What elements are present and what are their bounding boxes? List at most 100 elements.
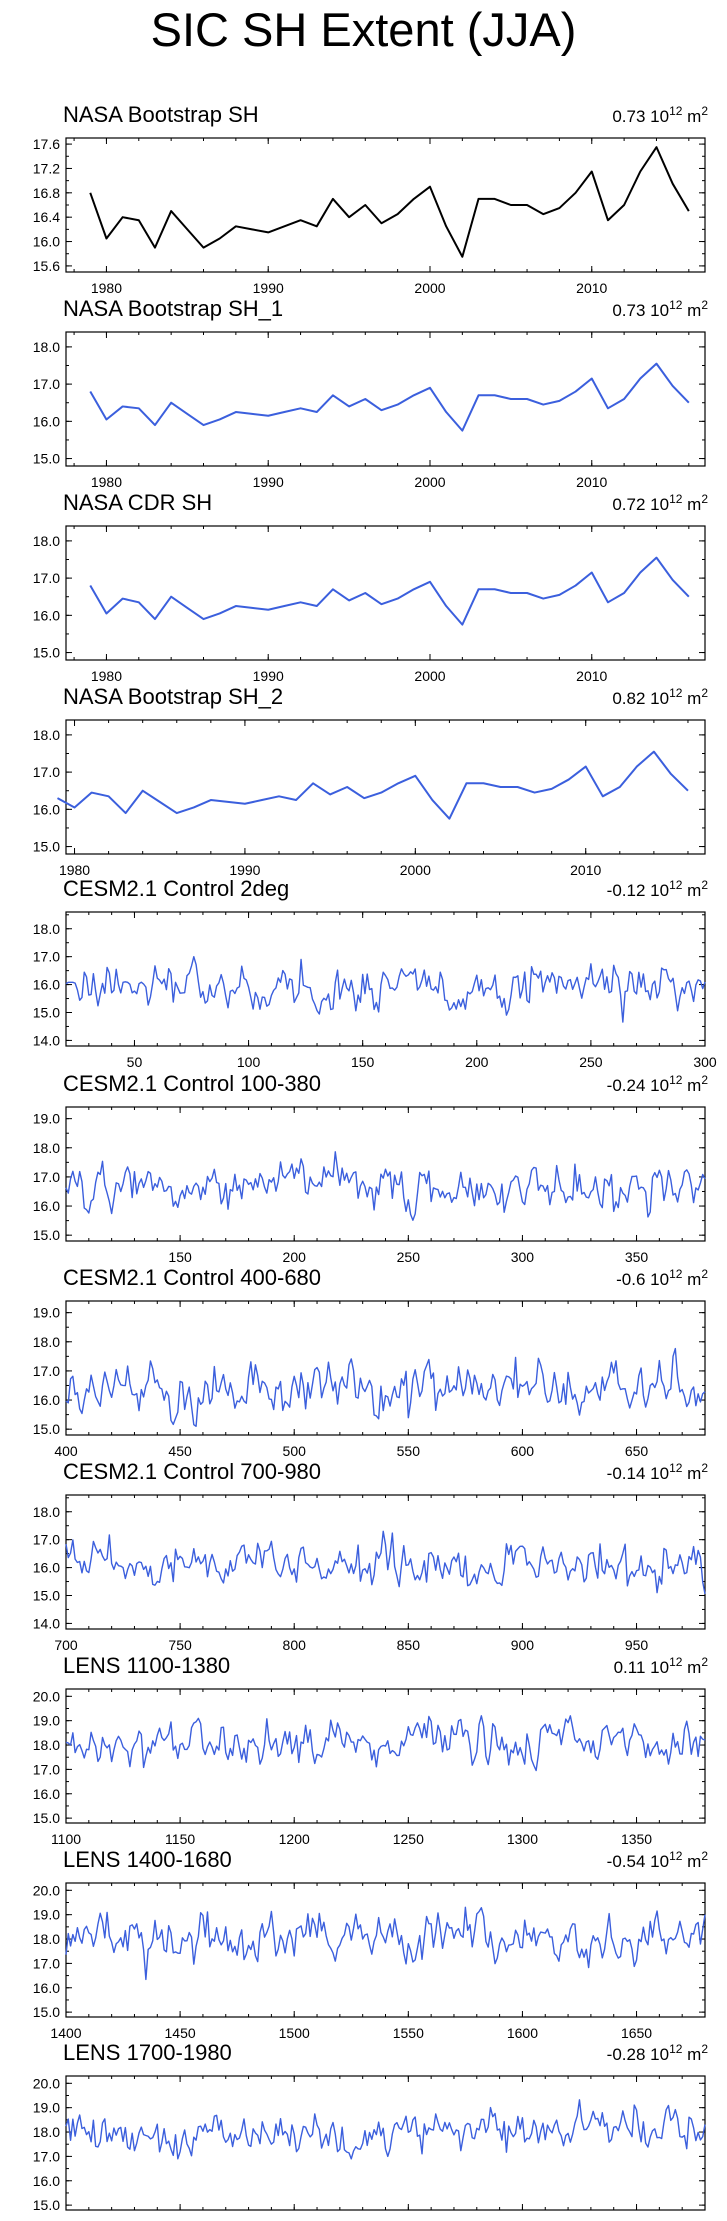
panel-stat: -0.12 1012 m2: [607, 878, 709, 900]
y-tick-label: 16.0: [33, 413, 60, 429]
x-tick-label: 2000: [414, 280, 445, 296]
plot-frame: [65, 1300, 706, 1436]
plot-frame: [65, 1882, 706, 2018]
panel-stat: -0.24 1012 m2: [607, 1073, 709, 1095]
x-tick-label: 1950: [621, 2218, 652, 2221]
y-tick-label: 19.0: [33, 1111, 60, 1127]
plot-frame: [65, 331, 706, 467]
y-tick-label: 16.0: [33, 234, 60, 250]
chart-panel-6: CESM2.1 Control 100-380 -0.24 1012 m2 15.0…: [33, 1071, 709, 1265]
series-line: [89, 556, 690, 626]
x-tick-label: 900: [511, 1637, 535, 1653]
plot-frame: [65, 1494, 706, 1630]
x-tick-label: 200: [465, 1054, 489, 1070]
x-tick-label: 1750: [165, 2218, 196, 2221]
y-tick-label: 20.0: [33, 1688, 60, 1704]
y-tick-label: 19.0: [33, 2100, 60, 2116]
y-tick-label: 16.0: [33, 1786, 60, 1802]
panel-title: LENS 1400-1680: [63, 1847, 232, 1872]
x-tick-label: 1350: [621, 1831, 652, 1847]
y-tick-label: 18.0: [33, 2124, 60, 2140]
panel-title: CESM2.1 Control 700-980: [63, 1459, 321, 1484]
x-tick-label: 1800: [279, 2218, 310, 2221]
y-tick-label: 15.0: [33, 2004, 60, 2020]
series-line: [65, 1151, 706, 1221]
y-tick-label: 18.0: [33, 339, 60, 355]
chart-panel-1: NASA Bootstrap SH 0.73 1012 m2 15.6 16.0 16.…: [33, 102, 709, 296]
x-tick-label: 200: [283, 1249, 307, 1265]
x-tick-label: 1850: [393, 2218, 424, 2221]
y-tick-label: 16.0: [33, 1560, 60, 1576]
plot-frame: [65, 1106, 706, 1242]
x-tick-label: 2000: [414, 668, 445, 684]
y-tick-label: 17.0: [33, 764, 60, 780]
x-tick-label: 850: [397, 1637, 421, 1653]
x-tick-label: 2000: [400, 862, 431, 878]
x-tick-label: 450: [168, 1443, 192, 1459]
panel-title: CESM2.1 Control 400-680: [63, 1265, 321, 1290]
panel-title: NASA CDR SH: [63, 490, 212, 515]
y-tick-label: 17.0: [33, 2148, 60, 2164]
y-tick-label: 17.0: [33, 1955, 60, 1971]
y-tick-label: 17.2: [33, 160, 60, 176]
x-tick-label: 1980: [91, 668, 122, 684]
x-tick-label: 1100: [51, 1831, 81, 1847]
panel-title: NASA Bootstrap SH_1: [63, 296, 283, 321]
x-tick-label: 1200: [279, 1831, 310, 1847]
x-tick-label: 350: [625, 1249, 649, 1265]
panel-stat: 0.73 1012 m2: [612, 104, 708, 126]
y-tick-label: 16.0: [33, 607, 60, 623]
y-tick-label: 16.0: [33, 977, 60, 993]
x-tick-label: 500: [283, 1443, 307, 1459]
x-tick-label: 2010: [576, 474, 607, 490]
x-tick-label: 1600: [507, 2025, 538, 2041]
plot-frame: [65, 525, 706, 661]
y-tick-label: 15.0: [33, 2197, 60, 2213]
chart-panel-10: LENS 1400-1680 -0.54 1012 m2 15.0 16.0 17.0 1…: [33, 1847, 709, 2041]
chart-panel-2: NASA Bootstrap SH_1 0.73 1012 m2 15.0 16.0 1…: [33, 296, 709, 490]
y-tick-label: 15.0: [33, 645, 60, 661]
x-tick-label: 1450: [165, 2025, 196, 2041]
panel-title: LENS 1100-1380: [63, 1653, 230, 1678]
y-tick-label: 17.0: [33, 1169, 60, 1185]
panel-stat: 0.82 1012 m2: [612, 686, 708, 708]
plot-frame: [65, 719, 706, 855]
y-tick-label: 15.0: [33, 1005, 60, 1021]
x-tick-label: 150: [168, 1249, 192, 1265]
y-tick-label: 17.0: [33, 1363, 60, 1379]
x-tick-label: 1650: [621, 2025, 652, 2041]
series-line: [65, 1347, 706, 1427]
x-tick-label: 150: [351, 1054, 375, 1070]
x-tick-label: 2010: [576, 280, 607, 296]
y-tick-label: 15.0: [33, 1588, 60, 1604]
y-tick-label: 17.0: [33, 570, 60, 586]
y-tick-label: 15.6: [33, 258, 60, 274]
series-line: [57, 750, 689, 820]
panel-title: CESM2.1 Control 2deg: [63, 876, 289, 901]
panel-stat: -0.14 1012 m2: [607, 1461, 709, 1483]
x-tick-label: 800: [283, 1637, 307, 1653]
x-tick-label: 2010: [576, 668, 607, 684]
y-tick-label: 15.0: [33, 839, 60, 855]
y-tick-label: 18.0: [33, 1931, 60, 1947]
panel-title: NASA Bootstrap SH: [63, 102, 259, 127]
y-tick-label: 18.0: [33, 1140, 60, 1156]
y-tick-label: 18.0: [33, 1334, 60, 1350]
x-tick-label: 300: [693, 1054, 717, 1070]
y-tick-label: 16.0: [33, 1392, 60, 1408]
y-tick-label: 19.0: [33, 1907, 60, 1923]
panel-stat: 0.73 1012 m2: [612, 298, 708, 320]
panel-title: LENS 1700-1980: [63, 2040, 232, 2065]
y-tick-label: 18.0: [33, 1504, 60, 1520]
y-tick-label: 20.0: [33, 1882, 60, 1898]
x-tick-label: 1990: [229, 862, 260, 878]
x-tick-label: 1150: [165, 1831, 195, 1847]
y-tick-label: 15.0: [33, 451, 60, 467]
x-tick-label: 600: [511, 1443, 535, 1459]
panel-title: NASA Bootstrap SH_2: [63, 684, 283, 709]
y-tick-label: 17.0: [33, 1532, 60, 1548]
x-tick-label: 100: [237, 1054, 261, 1070]
x-tick-label: 250: [397, 1249, 421, 1265]
y-tick-label: 15.0: [33, 1810, 60, 1826]
